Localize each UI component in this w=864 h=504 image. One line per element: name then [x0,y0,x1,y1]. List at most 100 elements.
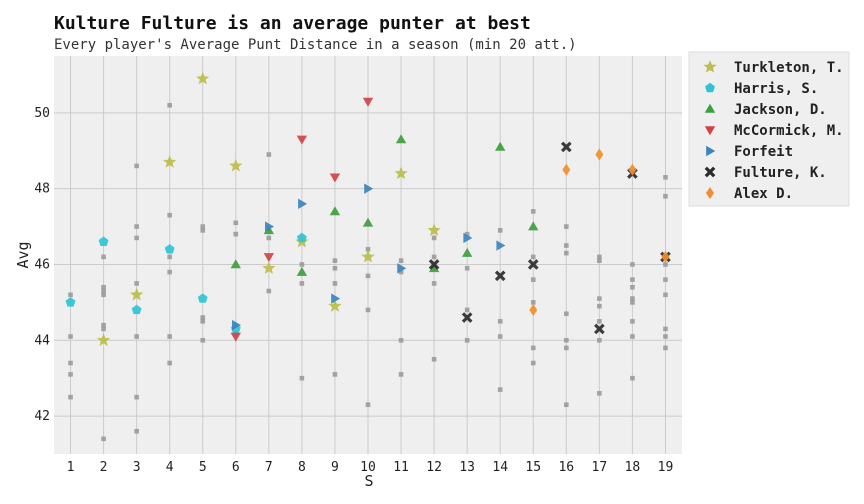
data-point [296,266,308,276]
data-point [461,312,473,323]
background-point [332,258,338,263]
background-point [663,292,668,298]
data-point [427,223,441,237]
data-point [230,332,241,342]
data-point [65,297,76,307]
data-point [463,232,473,244]
background-point [464,337,470,343]
x-tick-label: 4 [166,460,174,475]
data-point [231,319,241,331]
background-point [630,375,635,381]
background-point [530,277,536,282]
background-point [530,300,536,305]
x-tick-label: 14 [492,460,508,475]
data-point [229,158,243,172]
background-point [597,303,602,309]
background-point [630,300,635,305]
data-point [362,97,374,107]
background-point [497,334,503,339]
background-point [564,345,569,351]
series-markers [65,71,671,346]
x-tick-label: 15 [525,460,541,475]
background-point [101,288,106,294]
background-point [134,334,139,339]
background-point [332,281,338,286]
data-point [364,183,374,194]
background-point [630,296,635,301]
y-axis-label: Avg [14,241,32,268]
background-point [630,284,635,290]
background-point [431,281,437,286]
y-tick-label: 42 [34,409,50,424]
legend-box [688,51,850,207]
data-point [163,155,177,168]
x-tick-label: 7 [265,460,273,475]
x-tick-label: 11 [393,460,409,475]
data-point [331,293,341,304]
legend-label: Harris, S. [734,81,818,97]
background-point [564,224,569,229]
legend-marker [704,166,716,178]
background-point [68,334,73,339]
background-point [431,235,437,241]
x-tick-label: 9 [331,460,339,475]
background-point [530,345,536,351]
background-point [68,372,73,377]
background-point [134,394,139,400]
background-point [365,307,371,313]
background-point [233,220,239,226]
background-point [233,231,239,237]
x-tick-label: 8 [298,460,306,475]
background-point [630,319,635,324]
data-point [328,299,342,312]
background-point [167,334,172,339]
background-point [266,288,272,294]
background-point [200,319,206,324]
data-point [394,166,408,180]
data-point [362,217,374,227]
data-point [298,198,308,210]
background-point [564,243,569,248]
background-point [167,102,172,108]
data-point [528,221,539,231]
background-point [597,319,602,324]
y-tick-label: 44 [34,333,50,348]
data-point [397,263,407,274]
background-point [101,292,106,298]
background-point [597,258,602,263]
legend-marker [703,60,717,73]
x-tick-label: 13 [459,460,475,475]
x-tick-label: 16 [558,460,574,475]
background-point [564,311,569,317]
background-point [663,277,668,282]
background-point [497,228,503,233]
data-point [329,206,341,216]
data-point [628,163,637,176]
background-point [431,356,437,362]
background-point [597,337,602,343]
series-4 [231,183,506,331]
background-point [200,224,206,229]
data-point [595,148,604,161]
data-point [263,253,275,263]
x-axis-label: S [364,472,373,490]
background-point [332,265,338,271]
x-tick-label: 12 [426,460,442,475]
background-point [530,254,536,260]
data-point [196,71,210,85]
background-point [299,262,305,267]
data-point [296,232,307,243]
background-point [630,334,635,339]
data-point [496,240,506,251]
background-point [464,307,470,313]
background-point [167,212,172,218]
data-point [262,261,276,274]
background-point [68,360,73,366]
x-tick-label: 1 [67,460,75,475]
background-point [365,273,371,279]
legend-label: McCormick, M. [734,123,844,139]
background-point [68,394,73,400]
x-tick-label: 3 [133,460,141,475]
